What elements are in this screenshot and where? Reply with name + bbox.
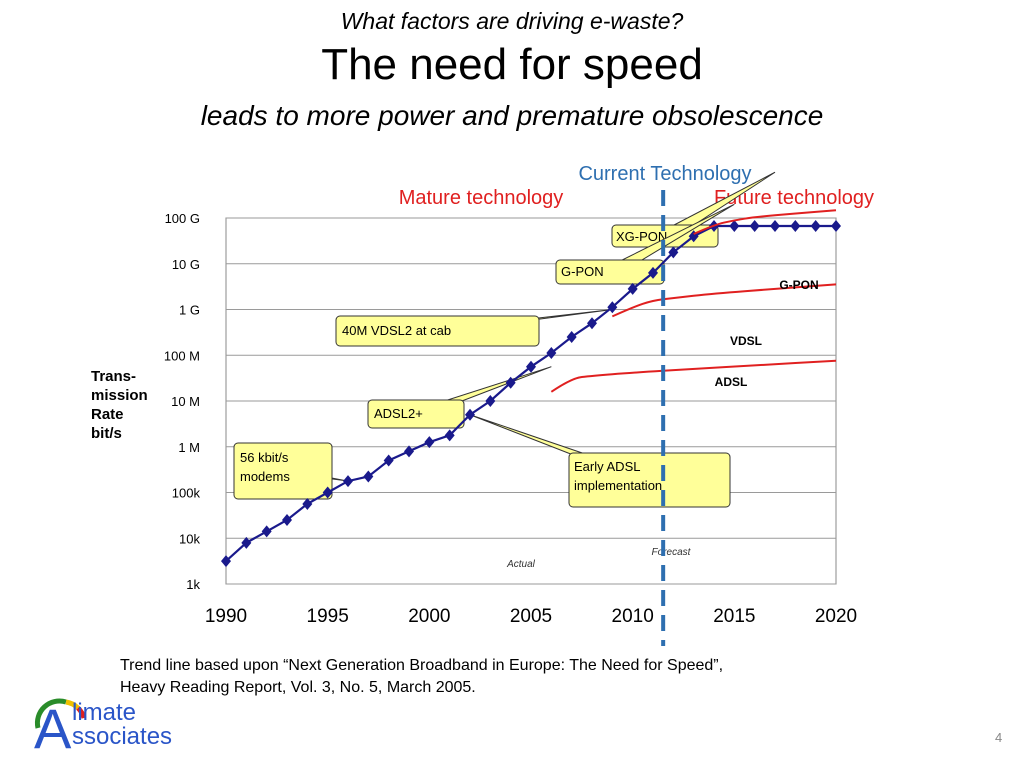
x-tick-label: 2020 <box>815 606 857 627</box>
callout-box-adsl2 <box>367 399 465 429</box>
logo-letter-a: A <box>34 697 72 752</box>
y-tick-label: 10 G <box>172 257 200 272</box>
callout-text-early-adsl: Early ADSL <box>574 459 640 474</box>
y-axis-label: mission <box>91 387 148 404</box>
data-point-diamond <box>404 445 414 458</box>
data-point-diamond <box>505 376 516 389</box>
series-line-adsl <box>550 359 837 393</box>
data-point-diamond <box>241 536 252 549</box>
callout-box-modems <box>233 442 333 500</box>
logo-word-bottom: ssociates <box>72 723 172 750</box>
current-technology-label: Current Technology <box>578 163 751 185</box>
data-point-diamond <box>221 555 231 568</box>
footnote: Trend line based upon “Next Generation B… <box>120 655 920 699</box>
future-technology-label: Future technology <box>714 187 874 209</box>
data-point-diamond <box>627 282 638 295</box>
data-point-diamond <box>261 525 272 538</box>
callout-text-modems: 56 kbit/s <box>240 450 289 465</box>
data-point-diamond <box>749 220 760 232</box>
y-tick-label: 1 M <box>178 440 200 455</box>
callout-text-gpon: G-PON <box>561 264 604 279</box>
data-point-diamond <box>444 429 455 442</box>
y-tick-label: 1k <box>186 577 200 592</box>
callout-box-early-adsl <box>568 452 731 508</box>
data-point-diamond <box>831 220 841 232</box>
callout-text-modems: modems <box>240 469 290 484</box>
series-label-gpon: G-PON <box>779 278 818 292</box>
x-tick-label: 1995 <box>307 606 349 627</box>
callout-text-adsl2: ADSL2+ <box>374 406 423 421</box>
data-point-diamond <box>424 436 435 449</box>
x-tick-label: 2010 <box>612 606 654 627</box>
data-point-diamond <box>729 220 740 232</box>
data-point-diamond <box>485 395 496 407</box>
y-tick-label: 100k <box>172 486 201 501</box>
slide-title: The need for speed <box>321 40 703 89</box>
y-tick-label: 100 M <box>164 348 200 363</box>
data-point-diamond <box>343 475 353 488</box>
data-point-diamond <box>770 220 780 232</box>
y-axis-label: Rate <box>91 406 124 423</box>
climate-associates-logo: A limate ssociates <box>34 697 172 752</box>
x-tick-label: 2005 <box>510 606 552 627</box>
x-tick-label: 2000 <box>408 606 450 627</box>
forecast-label: Forecast <box>652 547 692 558</box>
logo-word-top: limate <box>72 699 136 726</box>
series-label-adsl: ADSL <box>715 375 748 389</box>
footnote-line-2: Heavy Reading Report, Vol. 3, No. 5, Mar… <box>120 679 476 696</box>
logo-arc-green <box>34 698 67 729</box>
data-point-diamond <box>587 317 597 330</box>
series-label-vdsl: VDSL <box>730 334 762 348</box>
series-line-gpon <box>693 209 837 235</box>
series-line-vdsl <box>611 283 837 318</box>
footnote-line-1: Trend line based upon “Next Generation B… <box>120 657 724 674</box>
callout-text-vdsl2: 40M VDSL2 at cab <box>342 323 451 338</box>
data-point-diamond <box>668 246 679 259</box>
mature-technology-label: Mature technology <box>399 187 564 209</box>
callout-box-vdsl2 <box>335 315 540 347</box>
data-point-diamond <box>302 497 313 510</box>
x-tick-label: 2015 <box>713 606 755 627</box>
data-point-diamond <box>322 486 333 499</box>
actual-label: Actual <box>506 559 536 570</box>
y-tick-label: 1 G <box>179 303 200 318</box>
data-point-diamond <box>607 301 618 314</box>
data-point-diamond <box>566 330 577 343</box>
data-point-diamond <box>383 454 394 467</box>
data-point-diamond <box>465 408 475 421</box>
y-tick-label: 10k <box>179 531 200 546</box>
data-point-diamond <box>810 220 821 232</box>
data-point-diamond <box>282 513 292 526</box>
y-axis-label: bit/s <box>91 425 122 442</box>
speed-chart: 100 G 10 G 1 G 100 M 10 M 1 M 100k 10k 1k 1990 199… <box>91 163 874 646</box>
y-tick-label: 10 M <box>171 394 200 409</box>
y-axis-label: Trans- <box>91 368 136 385</box>
page-number: 4 <box>995 730 1003 745</box>
data-point-diamond <box>648 266 658 279</box>
data-point-diamond <box>790 220 801 232</box>
logo-arc-red <box>76 706 87 719</box>
data-point-diamond <box>363 470 374 483</box>
x-tick-label: 1990 <box>205 606 247 627</box>
data-point-diamond <box>546 346 557 359</box>
y-tick-label: 100 G <box>165 211 200 226</box>
slide-subtitle: leads to more power and premature obsole… <box>200 100 824 131</box>
logo-arc-yellow <box>65 699 80 710</box>
callout-text-early-adsl: implementation <box>574 478 662 493</box>
callout-text-xgpon: XG-PON <box>616 229 667 244</box>
data-point-diamond <box>526 360 536 373</box>
slide-question: What factors are driving e-waste? <box>340 8 684 34</box>
